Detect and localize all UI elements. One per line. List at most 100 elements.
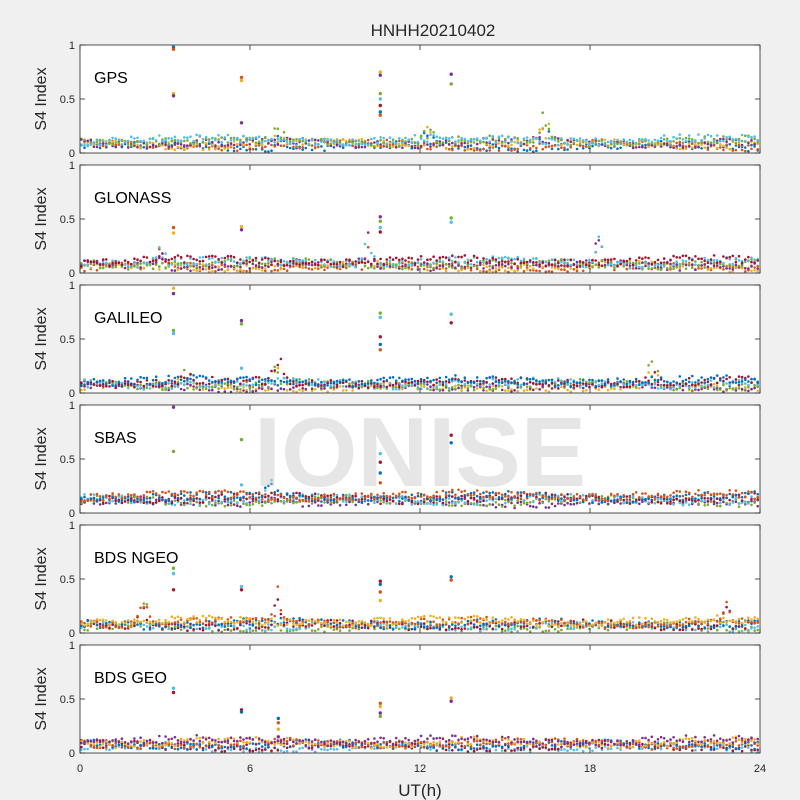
data-point bbox=[734, 256, 738, 260]
data-point bbox=[731, 380, 735, 383]
data-point bbox=[466, 258, 470, 262]
data-point bbox=[451, 386, 454, 389]
data-point bbox=[566, 142, 569, 146]
data-point bbox=[572, 268, 576, 271]
data-point bbox=[242, 495, 245, 499]
data-point bbox=[715, 264, 719, 267]
data-point bbox=[92, 493, 96, 496]
data-point bbox=[126, 260, 130, 264]
data-point bbox=[354, 142, 358, 146]
data-point bbox=[214, 270, 217, 273]
data-point bbox=[488, 385, 492, 389]
data-point bbox=[488, 261, 492, 265]
data-point bbox=[600, 143, 604, 146]
data-point bbox=[161, 139, 164, 143]
data-point bbox=[709, 376, 713, 379]
data-point bbox=[292, 145, 295, 149]
data-point bbox=[500, 260, 504, 263]
data-point bbox=[497, 268, 501, 272]
data-point bbox=[756, 139, 759, 142]
data-point bbox=[507, 383, 510, 387]
data-point bbox=[594, 142, 597, 145]
data-point bbox=[575, 139, 579, 142]
data-point bbox=[130, 497, 133, 500]
data-point bbox=[379, 136, 382, 139]
data-point bbox=[273, 134, 277, 138]
data-point bbox=[622, 259, 625, 263]
data-point bbox=[282, 138, 286, 141]
data-point bbox=[497, 261, 501, 265]
data-point bbox=[625, 495, 629, 498]
spike-point bbox=[378, 215, 382, 219]
data-point bbox=[232, 138, 236, 141]
data-point bbox=[154, 145, 158, 148]
data-point bbox=[497, 146, 501, 150]
data-point bbox=[173, 503, 177, 507]
data-point bbox=[217, 138, 220, 141]
data-point bbox=[254, 141, 258, 145]
data-point bbox=[239, 147, 242, 151]
data-point bbox=[684, 147, 688, 150]
data-point bbox=[220, 148, 223, 152]
data-point bbox=[173, 138, 177, 142]
data-point bbox=[684, 136, 688, 140]
data-point bbox=[373, 255, 376, 258]
data-point bbox=[360, 137, 364, 141]
data-point bbox=[198, 256, 202, 259]
data-point bbox=[226, 377, 230, 381]
data-point bbox=[360, 257, 364, 260]
data-point bbox=[95, 499, 99, 503]
data-point bbox=[638, 262, 641, 265]
data-point bbox=[538, 269, 541, 273]
data-point bbox=[351, 260, 354, 264]
data-point bbox=[747, 141, 750, 145]
data-point bbox=[201, 140, 205, 144]
data-point bbox=[301, 262, 305, 265]
data-point bbox=[173, 265, 177, 268]
data-point bbox=[313, 146, 317, 150]
spike-point bbox=[378, 342, 382, 347]
data-point bbox=[142, 501, 146, 505]
spike-point bbox=[378, 113, 382, 117]
data-point bbox=[447, 139, 451, 143]
data-point bbox=[357, 257, 361, 261]
data-point bbox=[279, 138, 283, 142]
data-point bbox=[432, 143, 435, 147]
data-point bbox=[422, 131, 426, 135]
data-point bbox=[158, 499, 161, 503]
data-point bbox=[201, 255, 205, 259]
data-point bbox=[179, 267, 183, 270]
data-point bbox=[239, 261, 242, 265]
data-point bbox=[532, 377, 535, 381]
data-point bbox=[242, 502, 245, 506]
data-point bbox=[108, 142, 111, 146]
data-point bbox=[192, 378, 195, 382]
data-point bbox=[154, 263, 158, 267]
data-point bbox=[475, 382, 479, 386]
data-point bbox=[288, 262, 292, 266]
data-point bbox=[581, 269, 585, 273]
data-point bbox=[173, 148, 177, 151]
data-point bbox=[105, 261, 108, 265]
data-point bbox=[550, 270, 554, 273]
data-point bbox=[394, 379, 398, 383]
data-point bbox=[133, 257, 136, 261]
data-point bbox=[204, 387, 208, 391]
data-point bbox=[525, 260, 529, 264]
data-point bbox=[170, 501, 174, 505]
data-point bbox=[158, 268, 161, 271]
data-point bbox=[747, 375, 750, 378]
data-point bbox=[398, 385, 401, 389]
data-point bbox=[575, 260, 579, 264]
data-point bbox=[666, 139, 669, 143]
data-point bbox=[295, 260, 298, 264]
data-point bbox=[398, 144, 401, 148]
data-point bbox=[709, 262, 713, 265]
data-point bbox=[376, 141, 379, 144]
data-point bbox=[547, 263, 551, 266]
data-point bbox=[644, 376, 647, 379]
data-point bbox=[504, 379, 507, 383]
data-point bbox=[662, 386, 666, 390]
data-point bbox=[111, 495, 114, 499]
data-point bbox=[183, 144, 186, 147]
